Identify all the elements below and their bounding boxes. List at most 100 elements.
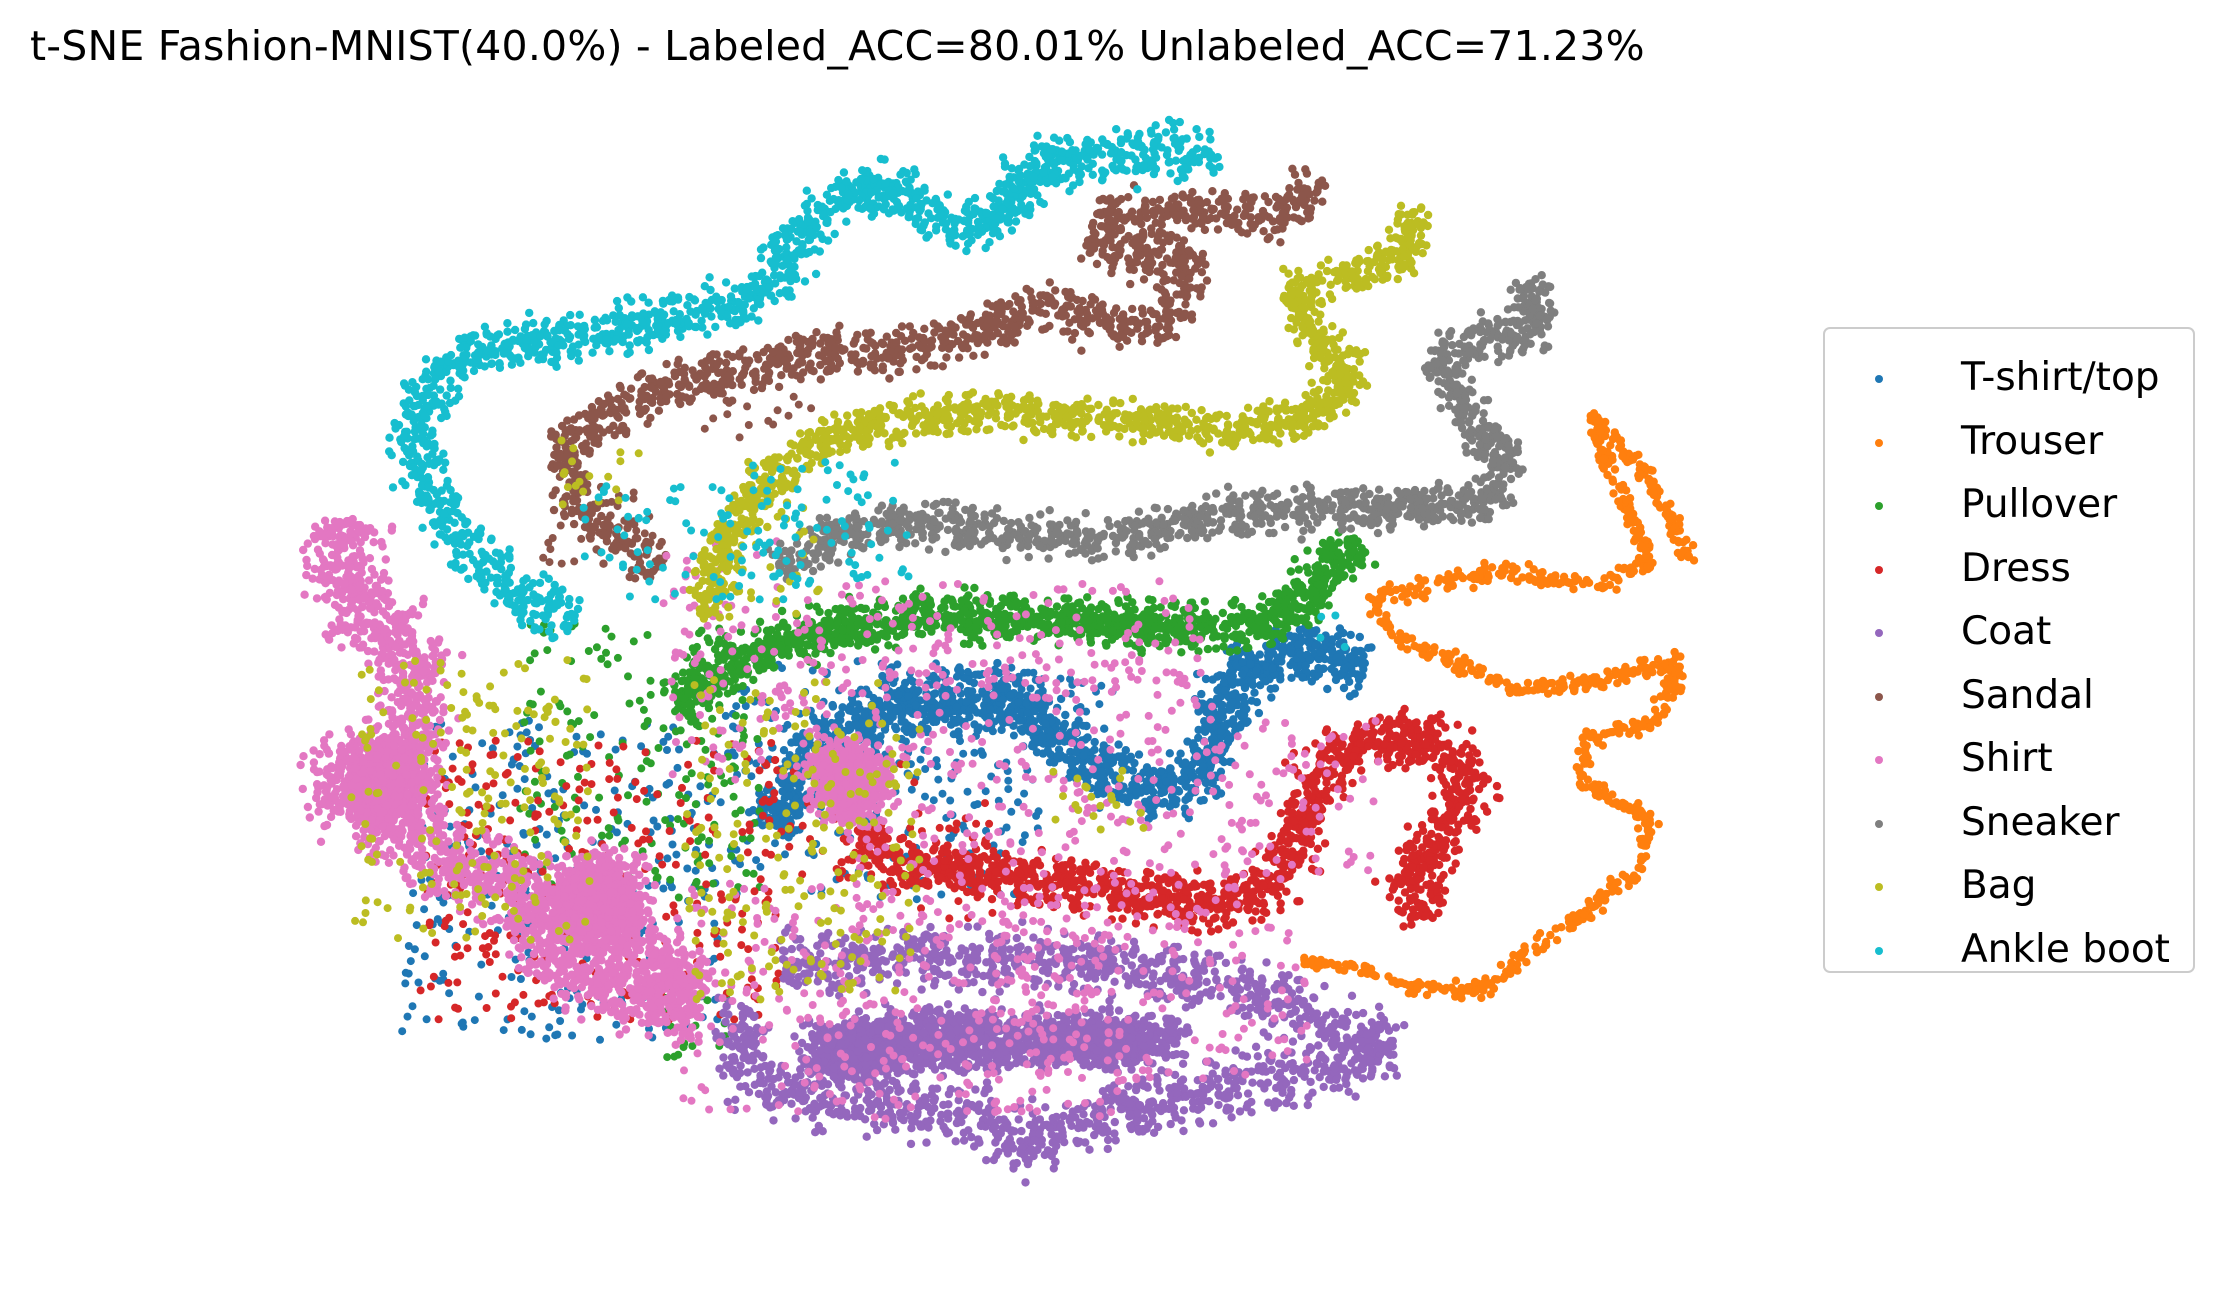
point bbox=[1293, 640, 1303, 649]
point bbox=[1606, 874, 1615, 884]
point bbox=[1397, 978, 1406, 987]
point bbox=[1030, 707, 1039, 716]
point bbox=[1636, 656, 1645, 665]
point bbox=[695, 629, 703, 638]
point bbox=[406, 957, 415, 966]
point bbox=[1315, 580, 1324, 589]
point bbox=[1348, 668, 1357, 678]
point bbox=[1022, 699, 1031, 708]
point bbox=[507, 973, 516, 981]
point bbox=[784, 633, 793, 643]
point bbox=[1438, 649, 1447, 658]
point bbox=[1583, 775, 1593, 784]
point bbox=[404, 942, 413, 950]
point bbox=[1614, 497, 1623, 506]
point bbox=[1414, 978, 1423, 987]
point bbox=[1276, 899, 1285, 908]
point bbox=[1231, 630, 1240, 639]
point bbox=[414, 978, 423, 987]
point bbox=[1340, 966, 1349, 975]
point bbox=[755, 617, 765, 626]
point bbox=[646, 676, 655, 685]
point bbox=[893, 660, 902, 669]
point bbox=[1174, 787, 1184, 796]
point bbox=[1334, 658, 1344, 667]
point bbox=[1238, 658, 1247, 667]
point bbox=[737, 644, 747, 653]
point bbox=[1348, 574, 1358, 583]
point bbox=[1574, 676, 1583, 685]
point bbox=[1541, 679, 1550, 688]
point bbox=[1450, 986, 1459, 996]
point bbox=[973, 800, 982, 809]
point bbox=[729, 722, 737, 731]
point bbox=[1451, 976, 1461, 985]
point bbox=[601, 624, 610, 633]
point bbox=[1233, 646, 1242, 655]
point bbox=[1311, 562, 1320, 572]
point bbox=[401, 979, 410, 988]
point bbox=[422, 1015, 431, 1024]
point bbox=[1487, 563, 1497, 572]
point bbox=[1286, 567, 1296, 576]
point bbox=[439, 969, 448, 978]
point bbox=[1096, 773, 1105, 783]
point bbox=[1589, 409, 1599, 418]
point bbox=[675, 791, 684, 799]
point bbox=[912, 895, 921, 904]
point bbox=[1323, 684, 1332, 694]
point bbox=[665, 779, 674, 787]
point bbox=[1324, 601, 1333, 610]
point bbox=[1156, 767, 1166, 776]
point bbox=[1304, 568, 1313, 577]
point bbox=[1316, 648, 1326, 657]
point bbox=[1295, 625, 1305, 634]
point bbox=[1024, 668, 1032, 677]
point bbox=[1634, 863, 1643, 872]
point bbox=[1208, 619, 1217, 628]
point bbox=[1023, 708, 1032, 717]
point bbox=[859, 604, 868, 614]
point bbox=[1298, 673, 1307, 682]
point bbox=[1610, 465, 1620, 474]
point bbox=[899, 629, 909, 638]
point bbox=[742, 869, 751, 877]
point bbox=[1674, 538, 1683, 547]
point bbox=[1620, 800, 1629, 809]
point bbox=[727, 852, 736, 861]
point bbox=[674, 893, 683, 902]
point bbox=[998, 684, 1008, 693]
point bbox=[729, 792, 738, 801]
point bbox=[1366, 964, 1376, 973]
point bbox=[1649, 488, 1658, 497]
point bbox=[1458, 573, 1468, 583]
point bbox=[1596, 428, 1605, 437]
point bbox=[882, 701, 891, 709]
point bbox=[535, 737, 544, 746]
point bbox=[770, 662, 779, 672]
point bbox=[720, 779, 729, 788]
point bbox=[1637, 720, 1647, 729]
point bbox=[1607, 887, 1617, 896]
point bbox=[1270, 684, 1280, 693]
point bbox=[1193, 928, 1202, 937]
point bbox=[851, 707, 860, 716]
point bbox=[974, 670, 983, 679]
point bbox=[520, 718, 529, 727]
point bbox=[1002, 597, 1011, 607]
point bbox=[701, 745, 710, 754]
point bbox=[1622, 506, 1632, 515]
point bbox=[1163, 635, 1173, 645]
point bbox=[586, 733, 595, 742]
point bbox=[1376, 587, 1386, 596]
point bbox=[1244, 643, 1253, 653]
point bbox=[716, 798, 725, 807]
point bbox=[993, 658, 1002, 668]
point bbox=[1620, 666, 1629, 675]
point bbox=[1043, 746, 1052, 755]
point bbox=[778, 779, 786, 788]
point bbox=[1640, 841, 1649, 850]
point bbox=[612, 1020, 621, 1029]
point bbox=[1181, 795, 1190, 805]
point bbox=[1596, 889, 1605, 898]
